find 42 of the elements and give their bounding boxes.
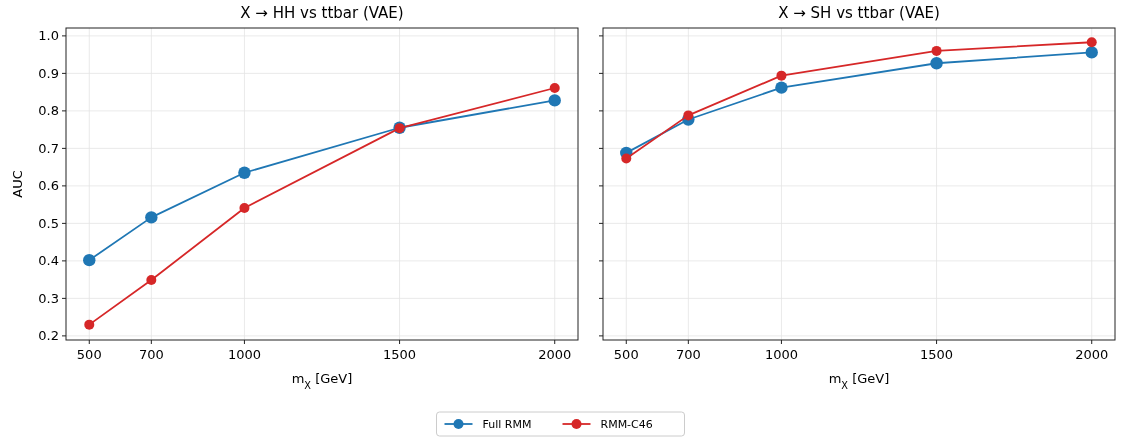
legend-label: RMM-C46 (600, 417, 653, 431)
chart-title: X → HH vs ttbar (VAE) (240, 4, 404, 22)
y-tick-label: 0.8 (38, 103, 59, 119)
point (238, 166, 251, 179)
x-tick-label: 500 (76, 347, 102, 362)
point (1085, 46, 1098, 59)
y-tick-label: 0.5 (38, 215, 59, 231)
point (621, 153, 632, 164)
x-tick-label: 1500 (383, 347, 417, 362)
x-tick-label: 700 (138, 347, 164, 362)
point (683, 110, 694, 121)
y-tick-label: 0.6 (38, 178, 59, 194)
point (83, 253, 96, 267)
y-tick-label: 0.9 (38, 65, 59, 81)
y-tick-label: 1.0 (38, 28, 59, 44)
y-tick-label: 0.3 (38, 290, 59, 306)
point (931, 45, 942, 56)
x-tick-label: 700 (675, 347, 701, 362)
point (1086, 37, 1097, 48)
point (776, 70, 787, 81)
chart-title: X → SH vs ttbar (VAE) (778, 4, 940, 22)
y-tick-label: 0.4 (38, 253, 59, 269)
point (930, 57, 943, 70)
y-tick-label: 0.7 (38, 140, 59, 156)
point (145, 211, 158, 224)
x-axis-title: m$_{X}$ [GeV] (828, 371, 890, 391)
legend-label: Full RMM (482, 417, 532, 431)
point (146, 275, 157, 285)
point (549, 83, 560, 93)
x-tick-label: 2000 (1075, 347, 1109, 362)
y-tick-label: 0.2 (38, 328, 59, 344)
x-tick-label: 500 (613, 347, 639, 362)
point (84, 319, 95, 330)
x-tick-label: 1500 (920, 347, 954, 362)
x-tick-label: 2000 (538, 347, 572, 362)
point (548, 94, 561, 107)
x-tick-label: 1000 (227, 347, 261, 362)
y-axis-title: AUC (10, 170, 25, 198)
point (239, 203, 250, 213)
x-tick-label: 1000 (764, 347, 798, 362)
point (775, 81, 788, 94)
x-axis-title: m$_{X}$ [GeV] (291, 371, 353, 391)
